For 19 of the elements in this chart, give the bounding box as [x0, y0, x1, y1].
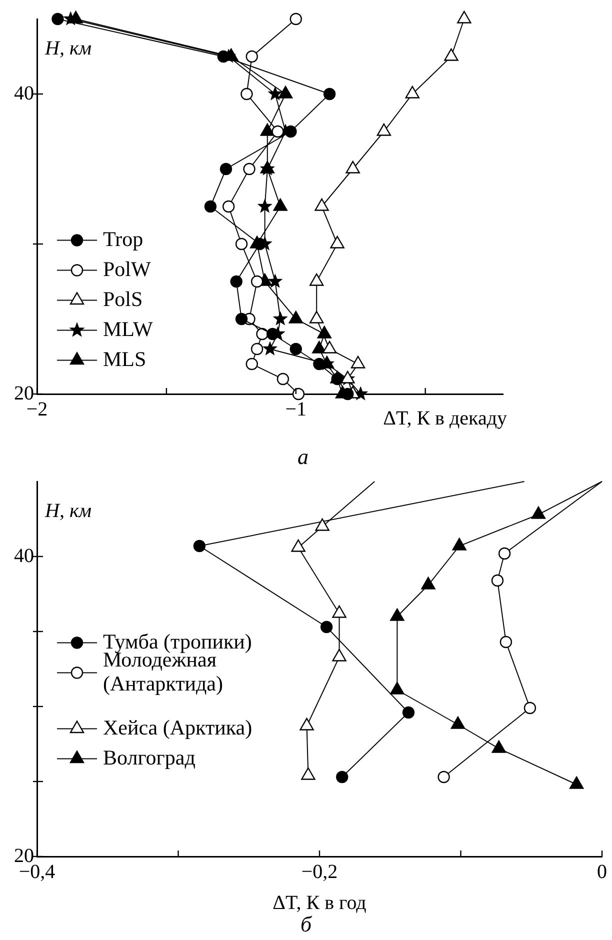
legend-label: Trop [103, 226, 144, 251]
y-axis-title: H, км [44, 500, 92, 522]
legend-label: PolS [103, 286, 143, 311]
y-tick-label: 40 [14, 82, 34, 104]
text: б [300, 911, 312, 936]
legend-label: Волгоград [103, 745, 196, 770]
y-tick-label: 40 [14, 544, 34, 567]
legend-label: MLS [103, 346, 146, 371]
y-tick-label: 20 [14, 382, 34, 404]
legend-label: Хейса (Арктика) [103, 715, 252, 740]
x-tick-label: 0 [597, 860, 607, 883]
text: а [297, 444, 308, 469]
legend-label: PolW [103, 256, 152, 281]
legend-label: MLW [103, 316, 153, 341]
y-axis-title: H, км [44, 37, 92, 60]
x-axis-title: ΔT, К в декаду [383, 407, 507, 430]
x-tick-label: −1 [285, 398, 307, 420]
x-tick-label: −0,2 [301, 860, 338, 883]
x-axis-title: ΔT, К в год [272, 892, 366, 914]
